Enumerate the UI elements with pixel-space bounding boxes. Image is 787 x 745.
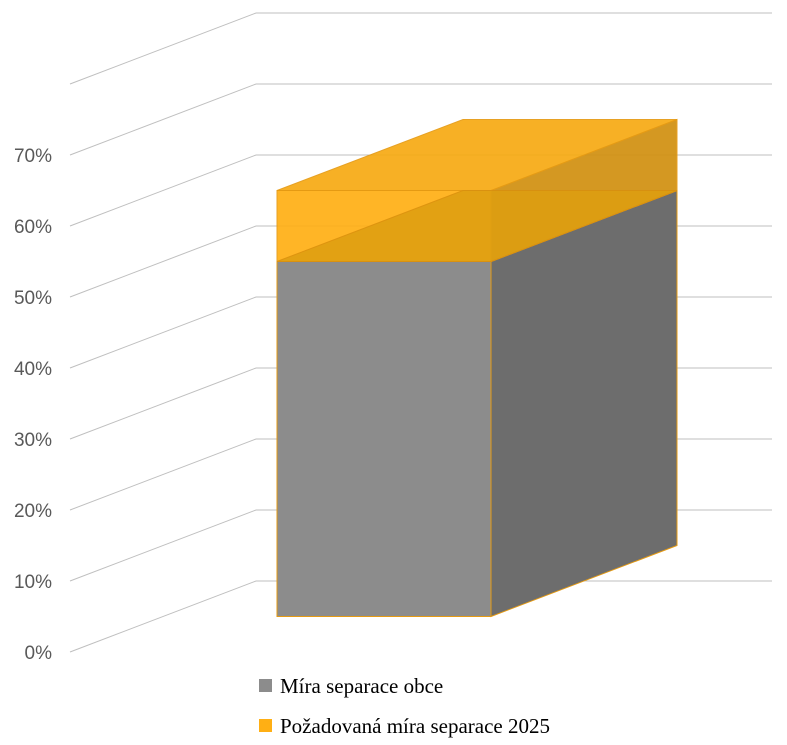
y-tick-label: 10% bbox=[14, 572, 52, 593]
stacked-column bbox=[276, 118, 678, 618]
legend-swatch bbox=[259, 679, 272, 692]
gridline bbox=[69, 83, 772, 156]
y-tick-label: 20% bbox=[14, 501, 52, 522]
legend-item: Požadovaná míra separace 2025 bbox=[259, 714, 550, 738]
y-tick-label: 70% bbox=[14, 146, 52, 167]
legend: Míra separace obce Požadovaná míra separa… bbox=[259, 674, 550, 738]
legend-label: Požadovaná míra separace 2025 bbox=[280, 714, 550, 738]
bar-segment-divider bbox=[276, 190, 678, 262]
y-tick-label: 0% bbox=[25, 643, 53, 664]
y-tick-label: 50% bbox=[14, 288, 52, 309]
gridline bbox=[69, 12, 772, 85]
legend-label: Míra separace obce bbox=[280, 674, 443, 698]
legend-item: Míra separace obce bbox=[259, 674, 443, 698]
y-axis-tick-labels: 0% 10% 20% 30% 40% 50% 60% 70% bbox=[14, 146, 52, 664]
legend-swatch bbox=[259, 719, 272, 732]
y-tick-label: 60% bbox=[14, 217, 52, 238]
y-tick-label: 40% bbox=[14, 359, 52, 380]
y-tick-label: 30% bbox=[14, 430, 52, 451]
